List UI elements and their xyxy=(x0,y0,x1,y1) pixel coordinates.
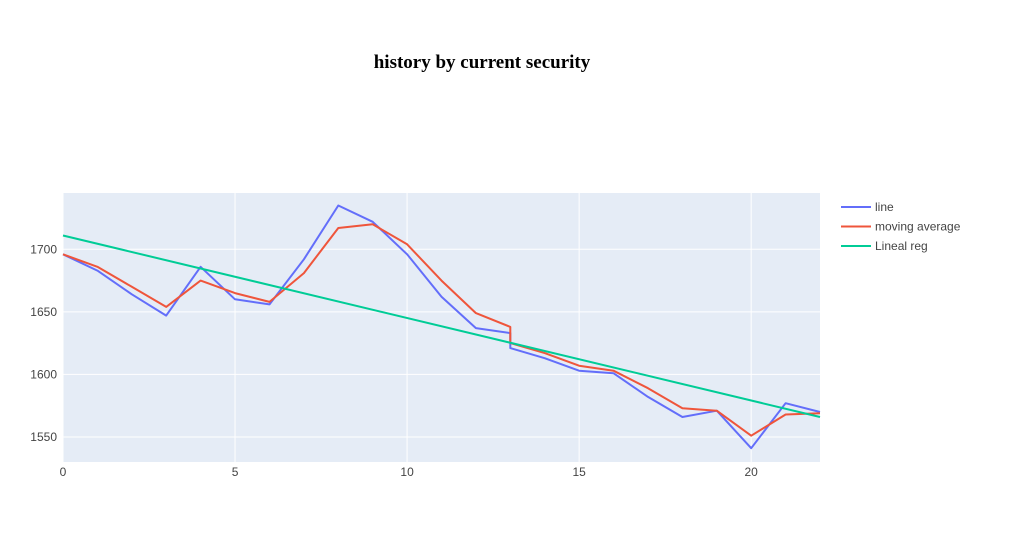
legend-item-moving-average[interactable]: moving average xyxy=(841,220,961,234)
legend-item-line[interactable]: line xyxy=(841,200,894,214)
series-line-line xyxy=(62,204,821,450)
y-tick-label: 1550 xyxy=(30,430,57,444)
x-tick-label: 5 xyxy=(232,465,239,479)
legend-label: line xyxy=(875,200,894,214)
legend[interactable]: line moving average Lineal reg xyxy=(841,200,961,253)
axis-ticks: 0 5 10 15 20 1550 1600 1650 1700 xyxy=(30,242,758,479)
series-lines xyxy=(62,204,821,450)
series-line-lineal-reg xyxy=(62,234,821,418)
y-tick-label: 1600 xyxy=(30,367,57,381)
grid-lines xyxy=(62,193,820,462)
x-tick-label: 0 xyxy=(60,465,67,479)
y-tick-label: 1700 xyxy=(30,242,57,256)
series-line-moving-average xyxy=(62,223,821,437)
x-tick-label: 20 xyxy=(745,465,759,479)
x-tick-label: 10 xyxy=(400,465,414,479)
legend-item-lineal-reg[interactable]: Lineal reg xyxy=(841,239,928,253)
x-tick-label: 15 xyxy=(572,465,586,479)
chart-title: history by current security xyxy=(373,52,591,73)
plot-area xyxy=(63,193,820,462)
legend-label: moving average xyxy=(875,220,961,234)
y-tick-label: 1650 xyxy=(30,305,57,319)
legend-label: Lineal reg xyxy=(875,239,928,253)
